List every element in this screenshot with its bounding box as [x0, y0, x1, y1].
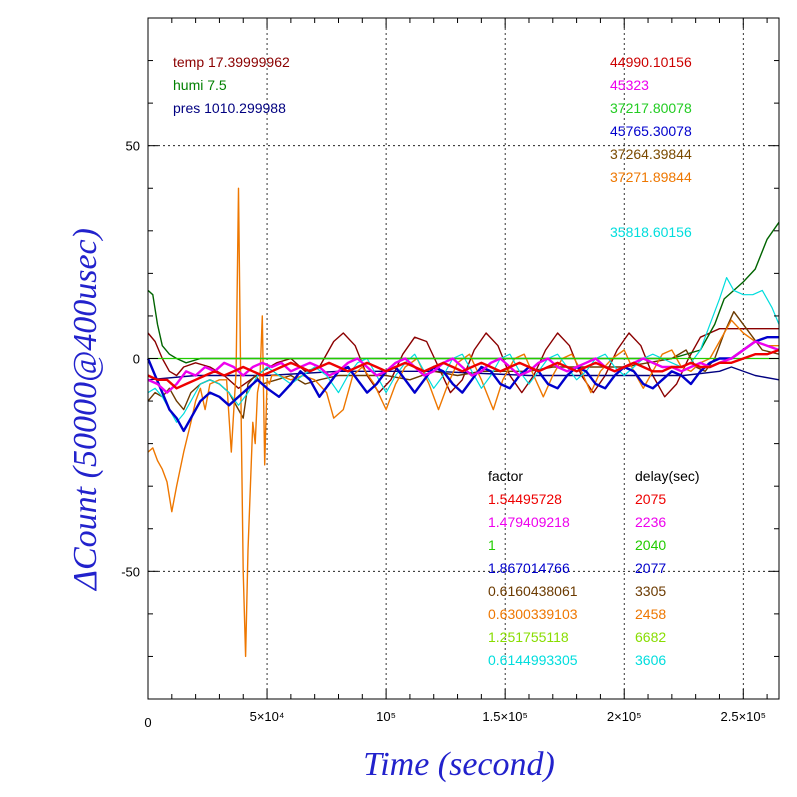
legend-factor: 0.6300339103	[488, 606, 578, 622]
legend-delay: 2040	[635, 537, 666, 553]
legend-header-factor: factor	[488, 468, 523, 484]
x-tick-label: 5×10⁴	[250, 709, 285, 724]
env-label: humi 7.5	[173, 77, 227, 93]
legend-delay: 2077	[635, 560, 666, 576]
baseline-label: 35818.60156	[610, 224, 692, 240]
y-tick-label: 50	[126, 139, 140, 154]
legend-delay: 2236	[635, 514, 666, 530]
series-layer	[146, 187, 780, 658]
baseline-label: 37217.80078	[610, 100, 692, 116]
legend-factor: 1.867014766	[488, 560, 570, 576]
x-tick-label: 1.5×10⁵	[482, 709, 528, 724]
legend-factor: 1.479409218	[488, 514, 570, 530]
x-tick-label: 2.5×10⁵	[721, 709, 767, 724]
x-axis-title: Time (second)	[363, 746, 555, 783]
y-axis-title: ΔCount (50000@400usec)	[67, 228, 104, 592]
legend-factor: 0.6144993305	[488, 652, 578, 668]
baseline-label: 44990.10156	[610, 54, 692, 70]
series-line	[147, 340, 780, 394]
x-tick-label: 0	[144, 715, 151, 730]
legend-delay: 2075	[635, 491, 666, 507]
legend-factor: 1.251755118	[488, 629, 569, 645]
x-tick-label: 2×10⁵	[607, 709, 642, 724]
annotations: temp 17.39999962 humi 7.5 pres 1010.299988…	[173, 54, 700, 668]
env-label: temp 17.39999962	[173, 54, 290, 70]
baseline-label: 45323	[610, 77, 649, 93]
ticks: 0 5×10⁴ 10⁵ 1.5×10⁵ 2×10⁵ 2.5×10⁵ 50 0 -50	[121, 18, 779, 730]
y-tick-label: -50	[121, 564, 140, 579]
baseline-label: 37264.39844	[610, 146, 692, 162]
x-tick-label: 10⁵	[376, 709, 396, 724]
legend-factor: 0.6160438061	[488, 583, 578, 599]
series-line	[147, 328, 779, 398]
baseline-label: 45765.30078	[610, 123, 692, 139]
env-label: pres 1010.299988	[173, 100, 286, 116]
legend-delay: 3606	[635, 652, 666, 668]
legend-delay: 2458	[635, 606, 666, 622]
y-tick-label: 0	[133, 352, 140, 367]
legend-factor: 1.54495728	[488, 491, 562, 507]
series-line	[147, 348, 780, 390]
series-line	[146, 336, 779, 433]
series-line	[147, 187, 779, 658]
legend-header-delay: delay(sec)	[635, 468, 700, 484]
legend-delay: 6682	[635, 629, 666, 645]
legend-delay: 3305	[635, 583, 666, 599]
legend-factor: 1	[488, 537, 496, 553]
baseline-label: 37271.89844	[610, 169, 692, 185]
